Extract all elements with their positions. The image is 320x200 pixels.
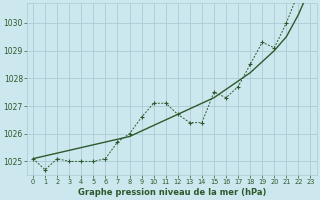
X-axis label: Graphe pression niveau de la mer (hPa): Graphe pression niveau de la mer (hPa) bbox=[77, 188, 266, 197]
